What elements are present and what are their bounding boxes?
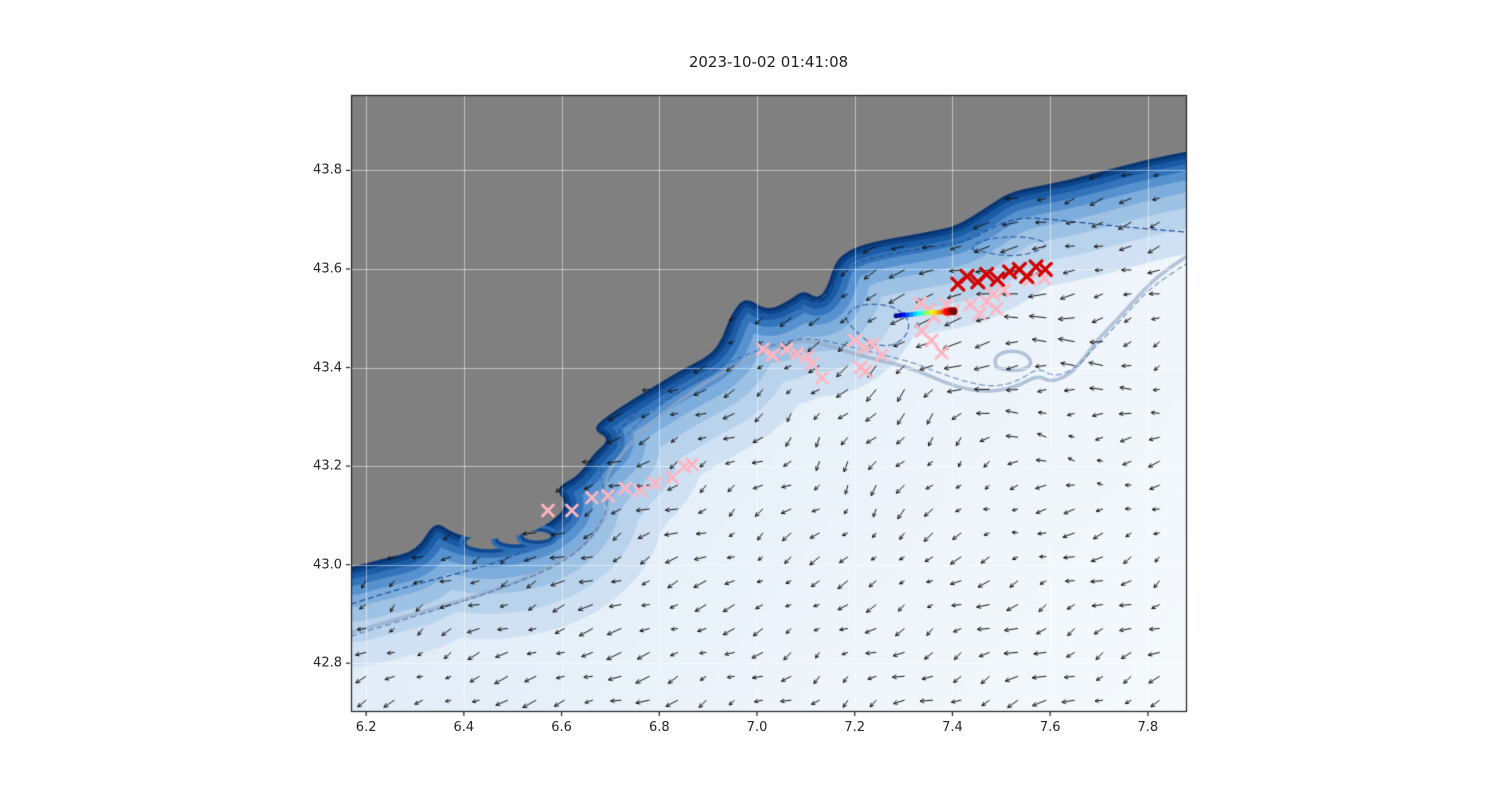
x-tick-label: 6.6	[551, 720, 572, 735]
y-tick-label: 42.8	[313, 655, 342, 671]
y-tick-label: 43.4	[313, 360, 342, 376]
y-tick-label: 43.8	[313, 162, 342, 178]
x-tick-label: 7.4	[942, 720, 963, 735]
y-tick-label: 43.6	[313, 261, 342, 277]
y-tick-label: 43.2	[313, 458, 342, 474]
x-tick-label: 7.8	[1137, 720, 1159, 735]
x-tick-label: 7.6	[1039, 720, 1061, 735]
x-tick-label: 7.2	[844, 720, 866, 735]
plot-title: 2023-10-02 01:41:08	[688, 53, 849, 71]
y-tick-label: 43.0	[313, 557, 342, 573]
x-tick-label: 6.8	[648, 720, 670, 735]
x-tick-label: 7.0	[746, 720, 768, 735]
x-tick-label: 6.4	[453, 720, 475, 735]
x-tick-label: 6.2	[355, 720, 377, 735]
